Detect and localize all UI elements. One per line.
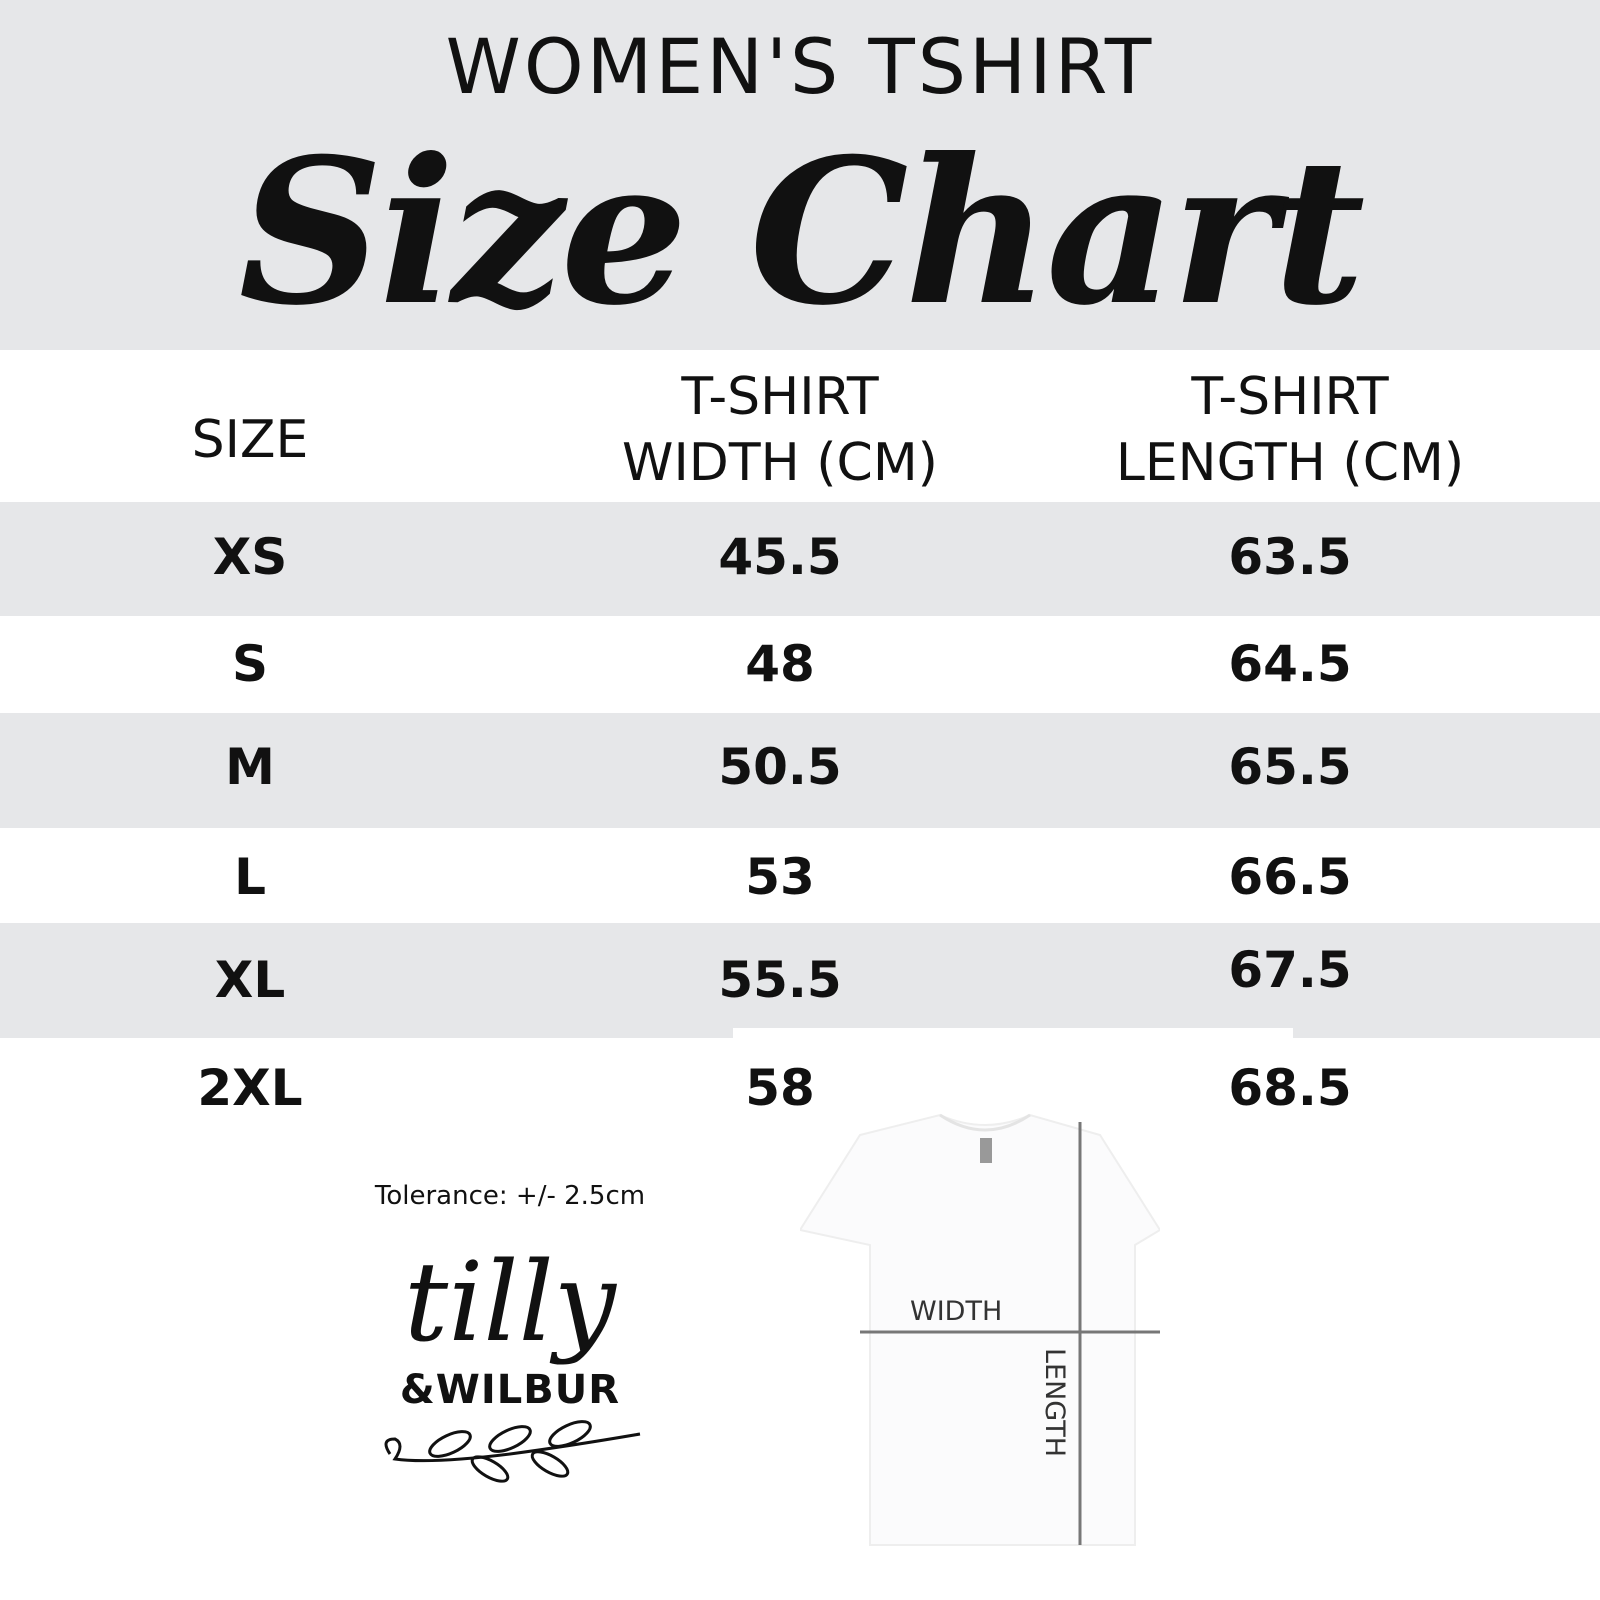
tshirt-diagram: WIDTH LENGTH [798, 1100, 1162, 1564]
page-subtitle: WOMEN'S TSHIRT [445, 22, 1155, 111]
width-cell: 55.5 [718, 951, 842, 1009]
size-cell: XL [214, 951, 286, 1009]
column-header-width: T-SHIRT WIDTH (CM) [600, 364, 960, 496]
width-cell: 58 [745, 1059, 815, 1117]
length-cell: 63.5 [1228, 528, 1352, 586]
width-cell: 48 [745, 635, 815, 693]
column-header-size: SIZE [191, 410, 309, 470]
column-header-length-line2: LENGTH (CM) [1115, 433, 1465, 493]
length-cell: 64.5 [1228, 635, 1352, 693]
length-cell: 66.5 [1228, 848, 1352, 906]
column-header-width-line2: WIDTH (CM) [622, 433, 938, 493]
column-header-length-line1: T-SHIRT [1191, 367, 1389, 427]
length-label: LENGTH [1039, 1348, 1070, 1458]
size-cell: XS [212, 528, 288, 586]
size-cell: 2XL [197, 1059, 303, 1117]
size-cell: L [234, 848, 266, 906]
row-band-xs [0, 502, 1600, 616]
length-cell: 68.5 [1228, 1059, 1352, 1117]
column-header-width-line1: T-SHIRT [681, 367, 879, 427]
logo-line1: tilly [404, 1238, 616, 1366]
leaf-branch-icon [384, 1420, 641, 1483]
brand-logo: tilly &WILBUR [360, 1240, 660, 1488]
size-cell: S [231, 635, 268, 693]
row-band-m [0, 713, 1600, 828]
band-gap [733, 1028, 1293, 1038]
column-header-length: T-SHIRT LENGTH (CM) [1030, 364, 1550, 496]
tolerance-note: Tolerance: +/- 2.5cm [374, 1181, 646, 1211]
size-cell: M [225, 738, 275, 796]
width-label: WIDTH [910, 1296, 1003, 1327]
length-cell: 65.5 [1228, 738, 1352, 796]
header-band [0, 0, 1600, 350]
logo-line2: &WILBUR [399, 1367, 621, 1413]
width-cell: 50.5 [718, 738, 842, 796]
length-cell: 67.5 [1228, 941, 1352, 999]
row-band-xl [0, 923, 1600, 1038]
width-cell: 53 [745, 848, 815, 906]
width-cell: 45.5 [718, 528, 842, 586]
page-title: Size Chart [238, 115, 1366, 350]
tshirt-icon [798, 1113, 1162, 1546]
